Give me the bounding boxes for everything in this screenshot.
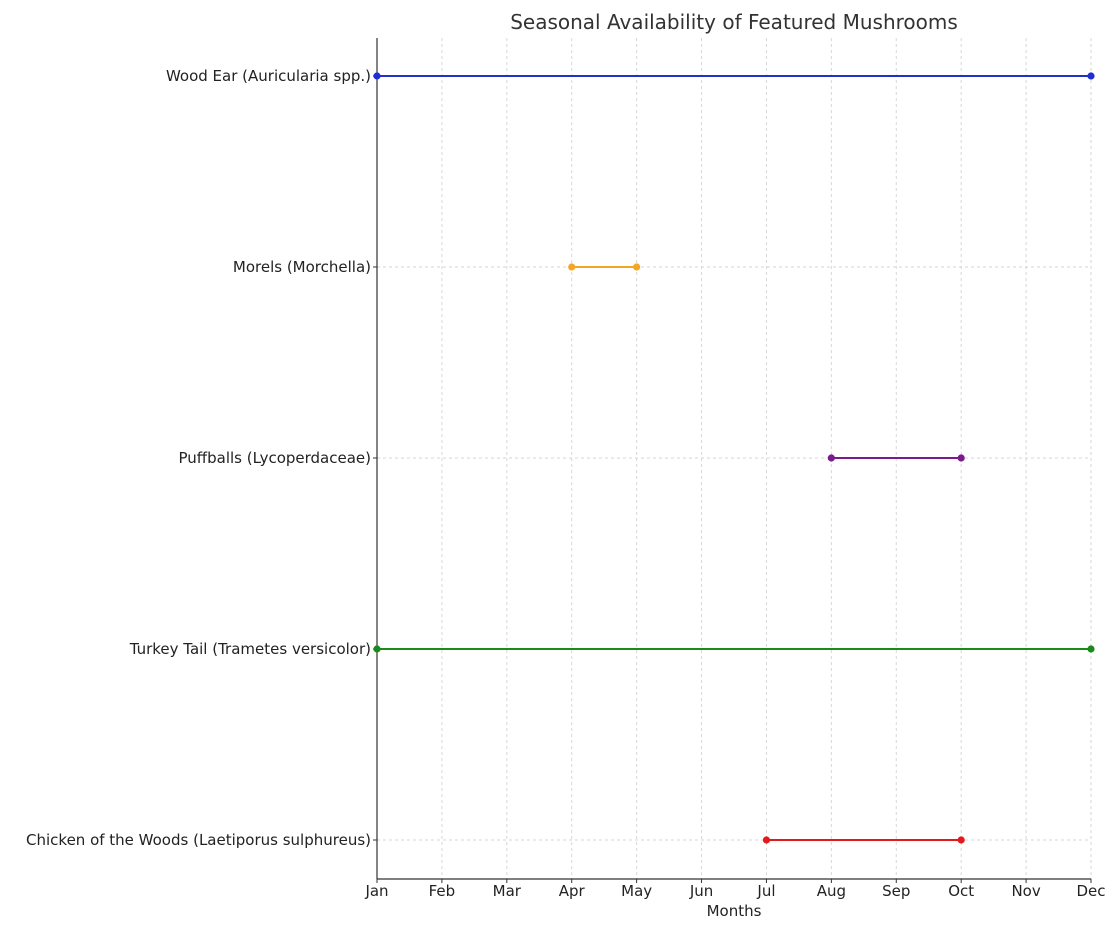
x-tick-label: Apr bbox=[559, 882, 586, 900]
x-tick-label: Dec bbox=[1076, 882, 1105, 900]
x-tick-label: Nov bbox=[1011, 882, 1040, 900]
x-tick-label: Oct bbox=[948, 882, 974, 900]
start-point bbox=[568, 263, 576, 271]
y-tick-label: Turkey Tail (Trametes versicolor) bbox=[129, 640, 371, 658]
grid-lines bbox=[376, 38, 1092, 879]
start-point bbox=[373, 72, 381, 80]
start-point bbox=[827, 454, 835, 462]
x-tick-labels: Jan Feb Mar Apr May Jun Jul Aug Sep Oct Nov Dec bbox=[364, 879, 1106, 900]
start-point bbox=[762, 836, 771, 844]
series-2 bbox=[827, 454, 965, 462]
series-0 bbox=[762, 836, 965, 844]
x-axis-label: Months bbox=[707, 902, 762, 920]
x-tick-label: May bbox=[621, 882, 652, 900]
x-tick-label: Aug bbox=[817, 882, 846, 900]
x-tick-label: Sep bbox=[882, 882, 910, 900]
series-4 bbox=[373, 72, 1095, 80]
y-tick-label: Puffballs (Lycoperdaceae) bbox=[178, 449, 371, 467]
y-tick-label: Wood Ear (Auricularia spp.) bbox=[166, 67, 371, 85]
x-tick-label: Jul bbox=[756, 882, 775, 900]
x-tick-label: Feb bbox=[429, 882, 456, 900]
x-tick-label: Jan bbox=[364, 882, 388, 900]
start-point bbox=[373, 645, 381, 653]
chart-title: Seasonal Availability of Featured Mushro… bbox=[510, 10, 958, 34]
end-point bbox=[957, 836, 965, 844]
y-tick-label: Morels (Morchella) bbox=[233, 258, 371, 276]
y-tick-label: Chicken of the Woods (Laetiporus sulphur… bbox=[26, 831, 371, 849]
end-point bbox=[1087, 72, 1095, 80]
series-1 bbox=[373, 645, 1095, 653]
end-point bbox=[1087, 645, 1095, 653]
y-tick-labels: Chicken of the Woods (Laetiporus sulphur… bbox=[26, 67, 377, 849]
end-point bbox=[633, 263, 641, 271]
x-tick-label: Jun bbox=[689, 882, 713, 900]
end-point bbox=[957, 454, 965, 462]
series-3 bbox=[568, 263, 641, 271]
x-tick-label: Mar bbox=[493, 882, 522, 900]
series-lines bbox=[373, 72, 1095, 844]
